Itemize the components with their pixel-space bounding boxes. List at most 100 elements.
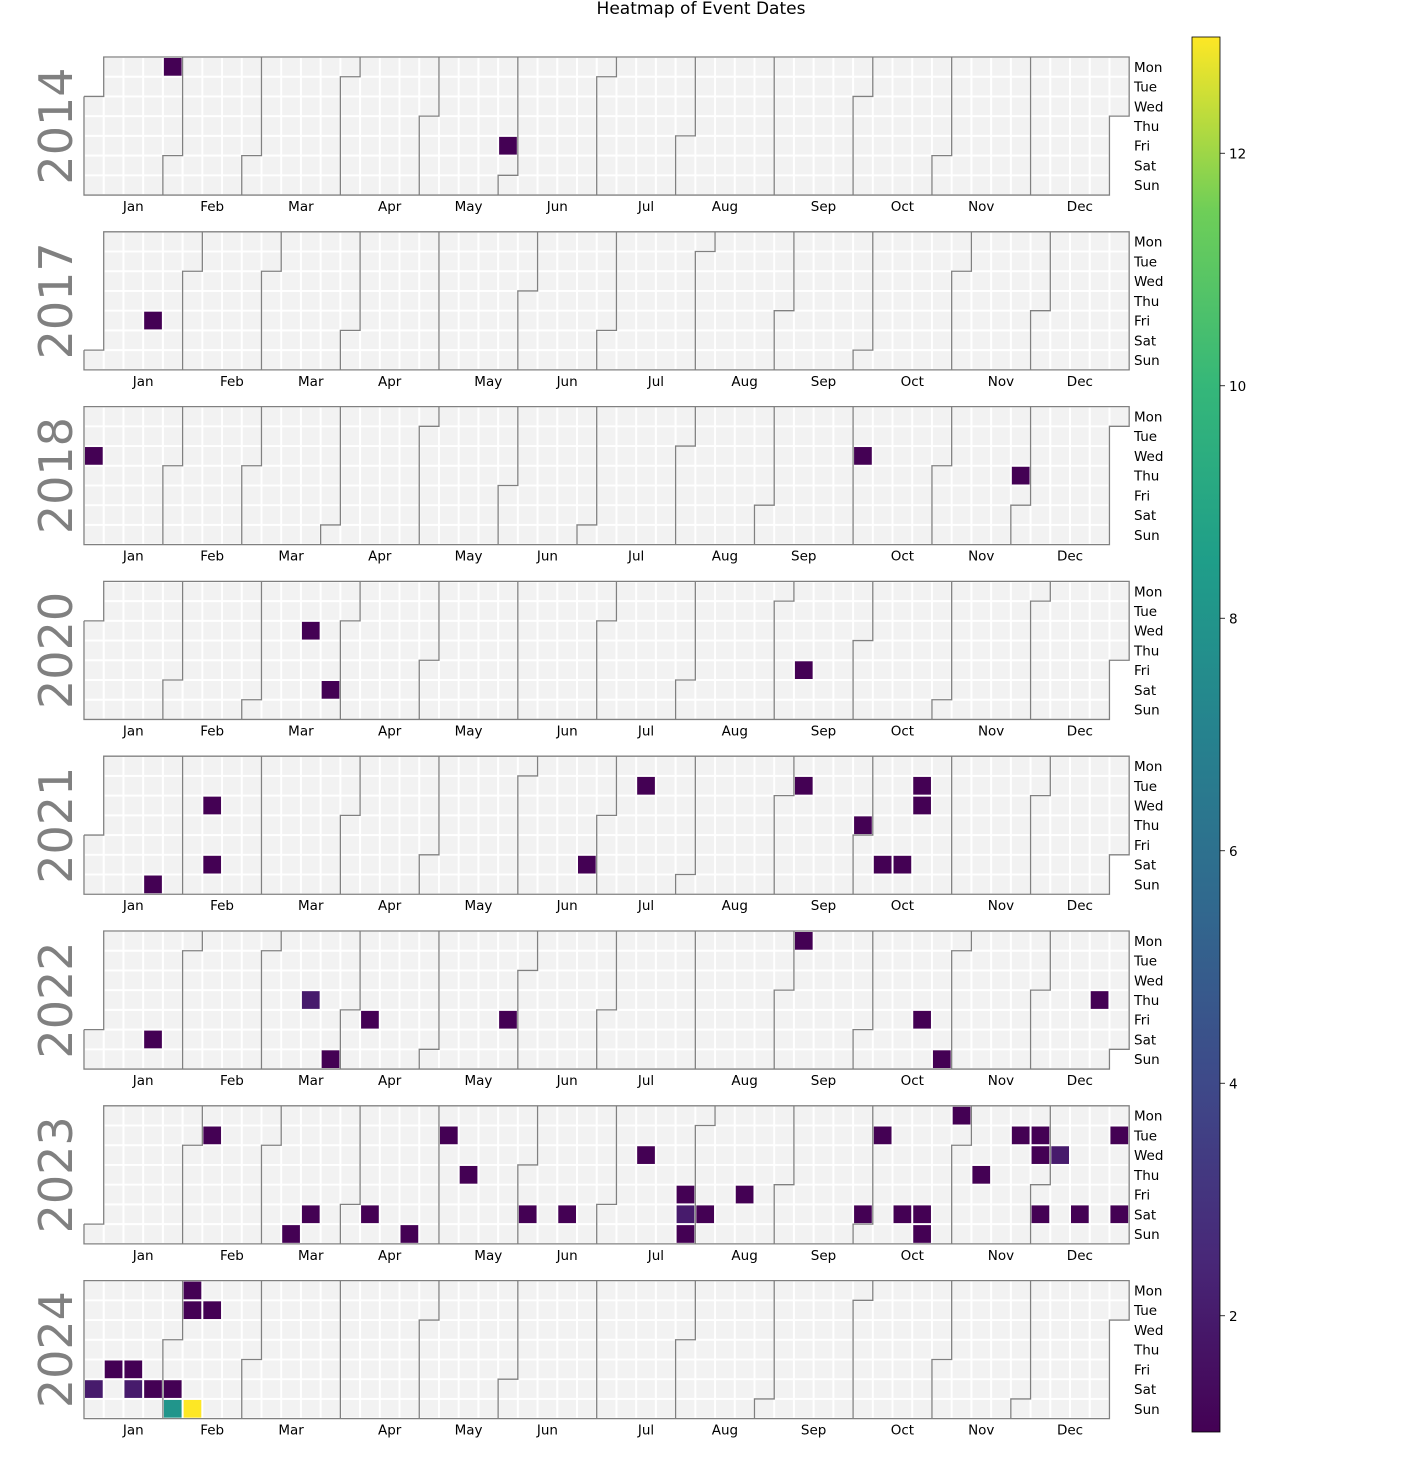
- day-cell: [183, 1321, 202, 1339]
- day-cell: [361, 951, 379, 970]
- day-cell: [1090, 621, 1109, 640]
- day-cell: [163, 232, 182, 251]
- day-cell: [676, 506, 695, 524]
- event-cell: [1051, 1146, 1069, 1164]
- day-cell: [282, 252, 300, 271]
- day-cell: [972, 351, 991, 369]
- day-cell: [637, 58, 655, 76]
- day-cell: [104, 1126, 123, 1145]
- day-cell: [1031, 641, 1050, 660]
- day-cell: [952, 641, 971, 660]
- day-cell: [617, 681, 636, 699]
- day-cell: [932, 582, 951, 601]
- day-cell: [183, 582, 202, 601]
- day-cell: [597, 1126, 616, 1145]
- day-cell: [775, 1380, 793, 1398]
- day-cell: [282, 951, 300, 970]
- day-cell: [873, 1340, 892, 1359]
- day-cell: [578, 77, 596, 96]
- day-cell: [578, 331, 596, 350]
- day-cell: [597, 681, 616, 699]
- day-cell: [1051, 700, 1069, 719]
- day-cell: [380, 661, 399, 679]
- day-cell: [775, 136, 793, 155]
- day-cell: [223, 875, 241, 894]
- day-cell: [1011, 661, 1030, 679]
- event-cell: [124, 1380, 143, 1398]
- day-cell: [696, 486, 715, 505]
- day-cell: [597, 1146, 616, 1164]
- event-cell: [1031, 1205, 1050, 1224]
- day-cell: [301, 1106, 320, 1125]
- day-cell: [834, 855, 853, 874]
- event-cell: [163, 1399, 182, 1418]
- day-cell: [163, 757, 182, 775]
- day-cell: [913, 991, 931, 1009]
- day-cell: [361, 681, 379, 699]
- day-cell: [854, 641, 872, 660]
- day-cell: [163, 796, 182, 815]
- day-cell: [617, 1126, 636, 1145]
- day-cell: [104, 156, 123, 175]
- day-cell: [597, 621, 616, 640]
- year-panel-2022: Jan Feb Mar Apr May Jun Jul Aug Sep Oct Nov DecMonT…: [29, 930, 1163, 1089]
- day-cell: [282, 1050, 300, 1069]
- day-cell: [755, 156, 774, 175]
- day-cell: [854, 796, 872, 815]
- weekday-label: Wed: [1134, 1323, 1163, 1339]
- day-cell: [439, 311, 458, 330]
- day-cell: [716, 1185, 734, 1204]
- day-cell: [755, 602, 774, 620]
- day-cell: [439, 466, 458, 485]
- day-cell: [794, 1205, 813, 1224]
- day-cell: [794, 1106, 813, 1125]
- weekday-label: Sun: [1134, 1402, 1160, 1418]
- day-cell: [361, 117, 379, 135]
- month-label: Jul: [637, 199, 654, 215]
- day-cell: [932, 875, 951, 894]
- day-cell: [814, 252, 833, 271]
- day-cell: [952, 582, 971, 601]
- day-cell: [104, 466, 123, 485]
- month-label: Sep: [811, 723, 836, 739]
- day-cell: [262, 1126, 281, 1145]
- colorbar-tick-label: 12: [1229, 146, 1246, 162]
- day-cell: [637, 1281, 655, 1300]
- day-cell: [873, 117, 892, 135]
- day-cell: [223, 58, 241, 76]
- day-cell: [992, 1010, 1010, 1029]
- day-cell: [992, 875, 1010, 894]
- day-cell: [538, 1340, 557, 1359]
- day-cell: [321, 1340, 340, 1359]
- day-cell: [696, 1050, 715, 1069]
- day-cell: [341, 951, 360, 970]
- day-cell: [755, 621, 774, 640]
- day-cell: [716, 1010, 734, 1029]
- day-cell: [932, 1126, 951, 1145]
- day-cell: [952, 855, 971, 874]
- day-cell: [499, 796, 517, 815]
- day-cell: [459, 58, 478, 76]
- weekday-label: Fri: [1134, 314, 1150, 330]
- day-cell: [637, 1399, 655, 1418]
- day-cell: [617, 757, 636, 775]
- day-cell: [144, 641, 162, 660]
- day-cell: [656, 466, 675, 485]
- day-cell: [341, 272, 360, 290]
- day-cell: [499, 816, 517, 835]
- day-cell: [775, 796, 793, 815]
- day-cell: [1090, 1165, 1109, 1184]
- day-cell: [617, 232, 636, 251]
- month-boundary: [339, 57, 361, 196]
- month-boundary: [1029, 931, 1051, 1070]
- day-cell: [1011, 836, 1030, 854]
- day-cell: [341, 486, 360, 505]
- day-cell: [716, 486, 734, 505]
- weekday-label: Fri: [1134, 1013, 1150, 1029]
- month-label: Jun: [536, 549, 558, 565]
- day-cell: [735, 951, 754, 970]
- day-cell: [518, 1010, 537, 1029]
- month-boundary: [418, 931, 440, 1070]
- day-cell: [301, 776, 320, 795]
- day-cell: [893, 58, 912, 76]
